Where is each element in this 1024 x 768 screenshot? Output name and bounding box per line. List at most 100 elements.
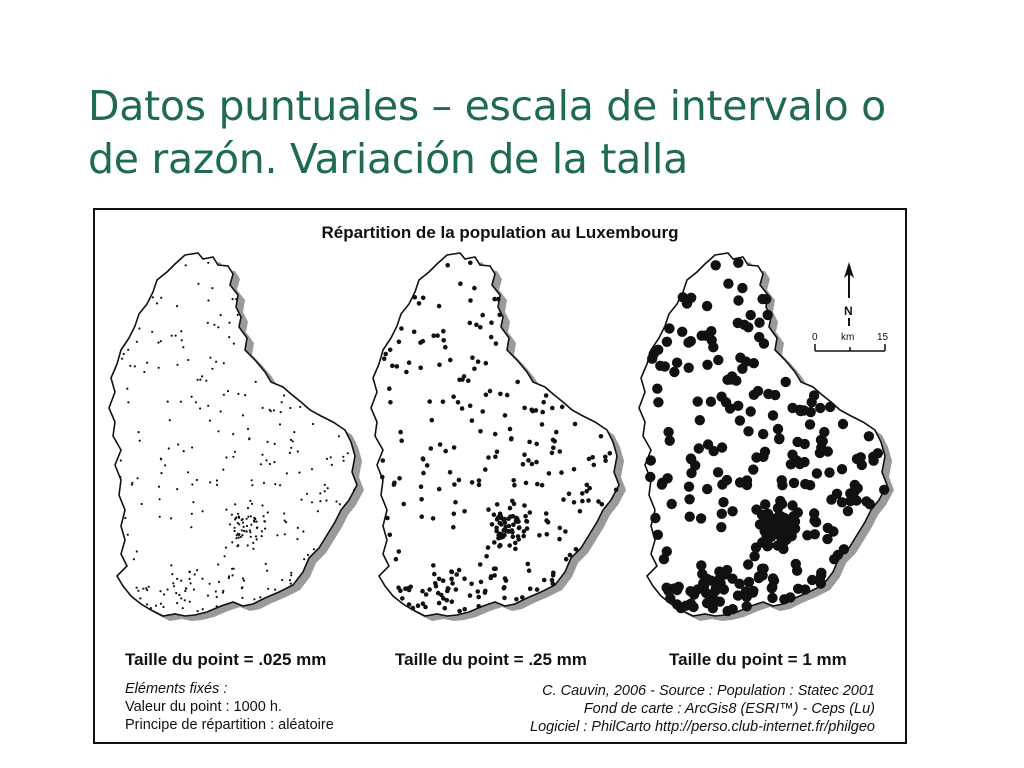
population-dot	[187, 358, 190, 362]
population-dot	[521, 533, 526, 539]
population-dot	[288, 451, 291, 454]
population-dot	[497, 312, 502, 318]
population-dot	[290, 571, 293, 574]
population-dot	[135, 340, 138, 343]
population-dot	[494, 528, 499, 534]
population-dot	[787, 500, 798, 511]
population-dot	[439, 592, 444, 598]
population-dot	[300, 498, 303, 501]
population-dot	[436, 486, 442, 492]
population-dot	[197, 282, 200, 285]
population-dot	[476, 478, 482, 483]
population-dot	[671, 583, 682, 594]
population-dot	[249, 531, 252, 534]
population-dot	[457, 608, 462, 614]
distribution-text: Principe de répartition : aléatoire	[125, 717, 334, 733]
population-dot	[734, 578, 745, 589]
population-dot	[296, 538, 299, 541]
population-dot	[249, 499, 252, 502]
population-dot	[428, 446, 434, 451]
population-dot	[571, 500, 577, 505]
population-dot	[449, 576, 454, 582]
population-dot	[541, 577, 547, 583]
population-dot	[383, 351, 388, 357]
population-dot	[157, 341, 160, 344]
population-dot	[250, 523, 253, 526]
population-dot	[658, 554, 670, 565]
population-dot	[716, 442, 728, 453]
population-dot	[151, 296, 154, 299]
population-dot	[663, 585, 674, 596]
population-dot	[214, 590, 217, 593]
population-dot	[537, 533, 542, 538]
population-dot	[272, 409, 275, 412]
population-dot	[381, 356, 387, 361]
slide-title-line-1: Datos puntuales – escala de intervalo o	[88, 82, 886, 130]
population-dot	[580, 498, 585, 504]
population-dot	[353, 488, 356, 491]
population-dot	[732, 317, 743, 329]
population-dot	[705, 396, 717, 407]
population-dot	[261, 504, 264, 507]
population-dot	[509, 436, 514, 441]
population-dot	[683, 481, 695, 492]
population-dot	[228, 523, 232, 526]
population-dot	[311, 422, 315, 426]
population-dot	[524, 518, 529, 524]
population-dot	[467, 593, 473, 598]
north-arrow-icon: N	[844, 262, 854, 326]
population-dot	[279, 411, 282, 414]
population-dot	[440, 399, 446, 404]
population-dot	[228, 575, 231, 578]
population-dot	[647, 353, 658, 364]
population-dot	[566, 491, 572, 497]
population-dot	[424, 463, 430, 468]
population-dot	[423, 604, 428, 610]
population-dot	[166, 588, 169, 591]
population-dot	[733, 257, 744, 268]
population-dot	[508, 514, 513, 519]
population-dot	[235, 298, 238, 301]
population-dot	[190, 395, 193, 398]
population-dot	[215, 483, 219, 486]
population-dot	[759, 446, 771, 457]
population-dot	[400, 596, 405, 601]
population-dot	[701, 300, 713, 312]
population-dot	[416, 301, 422, 306]
population-dot	[138, 327, 141, 330]
population-dot	[206, 594, 210, 597]
population-dot	[147, 585, 150, 588]
population-dot	[443, 448, 448, 454]
population-dot	[480, 312, 485, 318]
population-dot	[250, 479, 253, 482]
population-dot	[253, 598, 256, 601]
population-dot	[312, 548, 315, 551]
population-dot	[706, 575, 717, 586]
population-dot	[137, 431, 140, 434]
population-dot	[502, 595, 507, 601]
caption-panel-1: Taille du point = .025 mm	[125, 650, 327, 669]
population-dot	[183, 599, 186, 602]
population-dot	[511, 478, 516, 483]
population-dot	[748, 464, 759, 475]
population-dot	[677, 326, 688, 337]
population-dot	[285, 472, 288, 475]
population-dot	[338, 503, 341, 506]
map-figure: Répartition de la population au Luxembou…	[93, 208, 907, 744]
population-dot	[472, 285, 477, 291]
population-dot	[483, 392, 489, 398]
population-dot	[406, 602, 412, 607]
population-dot	[861, 496, 872, 507]
population-dot	[291, 440, 294, 443]
population-dot	[527, 586, 533, 592]
population-dot	[238, 523, 241, 526]
population-dot	[172, 582, 175, 585]
population-dot	[280, 401, 283, 404]
population-dot	[741, 601, 752, 612]
population-dot	[209, 481, 212, 484]
population-dot	[645, 471, 656, 483]
population-dot	[433, 583, 439, 589]
population-dot	[404, 369, 409, 375]
population-dot	[427, 587, 432, 592]
population-dot	[767, 573, 779, 584]
